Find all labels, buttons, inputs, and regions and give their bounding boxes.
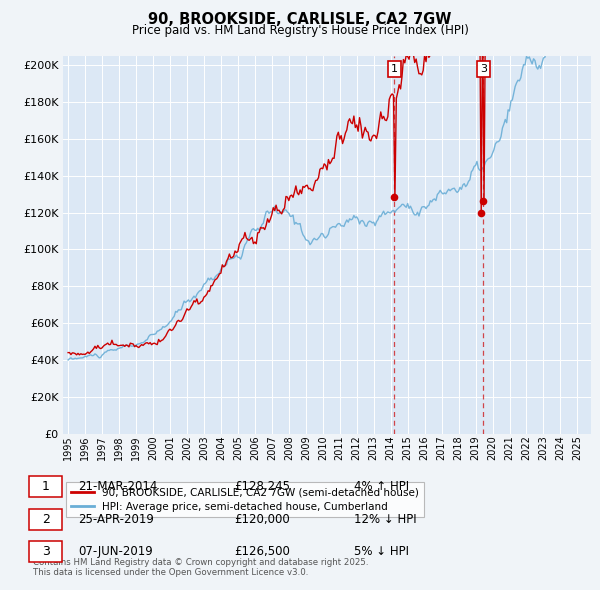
Text: 3: 3: [41, 545, 50, 558]
Text: 07-JUN-2019: 07-JUN-2019: [78, 545, 153, 558]
Text: £128,245: £128,245: [234, 480, 290, 493]
Text: Price paid vs. HM Land Registry's House Price Index (HPI): Price paid vs. HM Land Registry's House …: [131, 24, 469, 37]
Text: 4% ↑ HPI: 4% ↑ HPI: [354, 480, 409, 493]
Text: 1: 1: [41, 480, 50, 493]
Text: Contains HM Land Registry data © Crown copyright and database right 2025.
This d: Contains HM Land Registry data © Crown c…: [33, 558, 368, 577]
Text: £126,500: £126,500: [234, 545, 290, 558]
Text: 25-APR-2019: 25-APR-2019: [78, 513, 154, 526]
Text: 90, BROOKSIDE, CARLISLE, CA2 7GW: 90, BROOKSIDE, CARLISLE, CA2 7GW: [148, 12, 452, 27]
Legend: 90, BROOKSIDE, CARLISLE, CA2 7GW (semi-detached house), HPI: Average price, semi: 90, BROOKSIDE, CARLISLE, CA2 7GW (semi-d…: [65, 482, 424, 517]
Text: 3: 3: [480, 64, 487, 74]
Text: 2: 2: [41, 513, 50, 526]
Text: 12% ↓ HPI: 12% ↓ HPI: [354, 513, 416, 526]
Text: 5% ↓ HPI: 5% ↓ HPI: [354, 545, 409, 558]
Text: 21-MAR-2014: 21-MAR-2014: [78, 480, 157, 493]
Text: £120,000: £120,000: [234, 513, 290, 526]
Text: 1: 1: [391, 64, 398, 74]
